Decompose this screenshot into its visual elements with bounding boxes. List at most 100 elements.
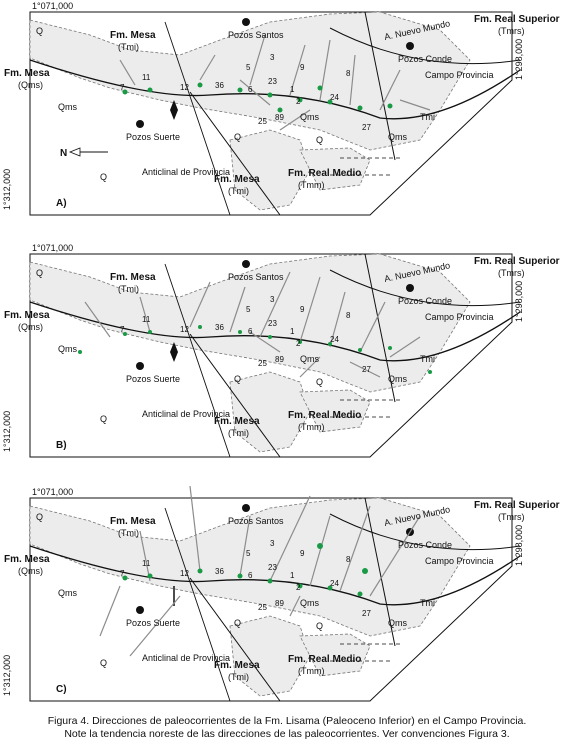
paleocurrent-arrow [349, 361, 381, 378]
fault-line-west [164, 21, 231, 216]
well-dot [237, 573, 243, 579]
well-dot [78, 350, 82, 354]
well-number: 89 [275, 113, 284, 122]
well-dot [388, 346, 392, 350]
fault-line-east [364, 11, 396, 161]
well-number: 7 [120, 83, 125, 92]
label-qms-c: Qms [388, 132, 407, 142]
well-numbers: 7 11 12 36 5 3 23 9 8 6 1 2 24 25 89 27 [120, 539, 371, 618]
fault-line [189, 577, 281, 702]
well-number: 7 [120, 569, 125, 578]
label-pozos-suerte: Pozos Suerte [126, 618, 180, 628]
label-qms-b: Qms [300, 354, 319, 364]
label-tmi-bottom: (Tmi) [228, 428, 249, 438]
label-fm-mesa-top: Fm. Mesa [110, 30, 156, 41]
well-number: 11 [142, 315, 151, 324]
well-marker-santos [242, 504, 250, 512]
coord-right: 1°298,000 [514, 39, 524, 80]
well-number: 23 [268, 563, 277, 572]
well-number: 36 [215, 81, 224, 90]
label-qms-b: Qms [300, 112, 319, 122]
panel-letter: A) [56, 198, 67, 209]
paleocurrent-arrow [319, 39, 331, 101]
label-campo-provincia: Campo Provincia [425, 312, 494, 322]
well-number: 89 [275, 599, 284, 608]
outcrop-area-southeast [299, 633, 371, 677]
paleocurrent-arrow [279, 109, 311, 131]
well-number: 9 [300, 549, 305, 558]
well-marker-suerte [136, 362, 144, 370]
well-number: 3 [270, 53, 275, 62]
label-q: Q [36, 26, 43, 36]
well-dot [122, 575, 128, 581]
outcrop-area-southeast [299, 147, 371, 191]
label-qms-left: (Qms) [18, 322, 43, 332]
well-marker-conde [406, 42, 414, 50]
well-dot [122, 89, 128, 95]
fault-line [189, 333, 281, 458]
well-number: 23 [268, 319, 277, 328]
label-q: Q [100, 172, 107, 182]
well-dots [122, 82, 393, 113]
anticline-symbol [170, 100, 178, 120]
well-marker-suerte [136, 120, 144, 128]
well-marker-conde [406, 284, 414, 292]
label-pozos-santos: Pozos Santos [228, 30, 284, 40]
well-number: 2 [296, 583, 301, 592]
well-number: 1 [290, 85, 295, 94]
label-pozos-conde: Pozos Conde [398, 296, 452, 306]
well-number: 9 [300, 63, 305, 72]
well-dot [147, 573, 153, 579]
label-qms-a: Qms [58, 588, 77, 598]
label-pozos-santos: Pozos Santos [228, 516, 284, 526]
label-q: Q [316, 621, 323, 631]
fault-line-east [364, 497, 396, 647]
coord-left: 1°312,000 [2, 169, 12, 210]
paleocurrent-arrow [309, 515, 331, 587]
label-pozos-suerte: Pozos Suerte [126, 132, 180, 142]
coord-top: 1°071,000 [32, 1, 73, 11]
paleocurrent-arrow [189, 486, 201, 572]
outcrop-area [29, 253, 471, 393]
nuevo-mundo-line [329, 513, 521, 551]
well-number: 24 [330, 335, 339, 344]
well-dot [147, 87, 153, 93]
label-fm-real-sup: Fm. Real Superior [474, 500, 560, 511]
fault-line-west [164, 263, 231, 458]
well-marker-santos [242, 18, 250, 26]
label-tmi-top: (Tmi) [118, 284, 139, 294]
anticline-axis [29, 59, 521, 120]
paleocurrent-arrow [299, 356, 321, 378]
label-q: Q [316, 377, 323, 387]
label-fm-mesa-left: Fm. Mesa [4, 68, 50, 79]
well-number: 25 [258, 359, 267, 368]
label-tmi-top: (Tmi) [118, 42, 139, 52]
well-dot [428, 370, 432, 374]
well-number: 5 [246, 63, 251, 72]
well-number: 24 [330, 93, 339, 102]
label-campo-provincia: Campo Provincia [425, 556, 494, 566]
label-fm-mesa-top: Fm. Mesa [110, 516, 156, 527]
paleocurrent-arrow [269, 495, 311, 582]
label-tmrs: (Tmrs) [498, 26, 525, 36]
well-dot [358, 348, 362, 352]
label-campo-provincia: Campo Provincia [425, 70, 494, 80]
paleocurrent-arrow [259, 271, 291, 338]
well-marker-suerte [136, 606, 144, 614]
well-dot [277, 107, 283, 113]
label-anticlinal: Anticlinal de Provincia [142, 167, 230, 177]
paleocurrent-arrow [289, 595, 301, 617]
well-number: 3 [270, 539, 275, 548]
fault-line-east [364, 253, 396, 403]
map-a-svg: 1°071,000 1°312,000 1°298,000 Fm. Mesa (… [2, 1, 560, 216]
label-qms-a: Qms [58, 344, 77, 354]
well-dot [197, 568, 203, 574]
label-qms-b: Qms [300, 598, 319, 608]
well-dot [387, 103, 393, 109]
well-number: 27 [362, 365, 371, 374]
well-number: 3 [270, 295, 275, 304]
well-dot [327, 585, 333, 591]
well-number: 9 [300, 305, 305, 314]
panel-letter: C) [56, 684, 67, 695]
label-fm-mesa-left: Fm. Mesa [4, 310, 50, 321]
